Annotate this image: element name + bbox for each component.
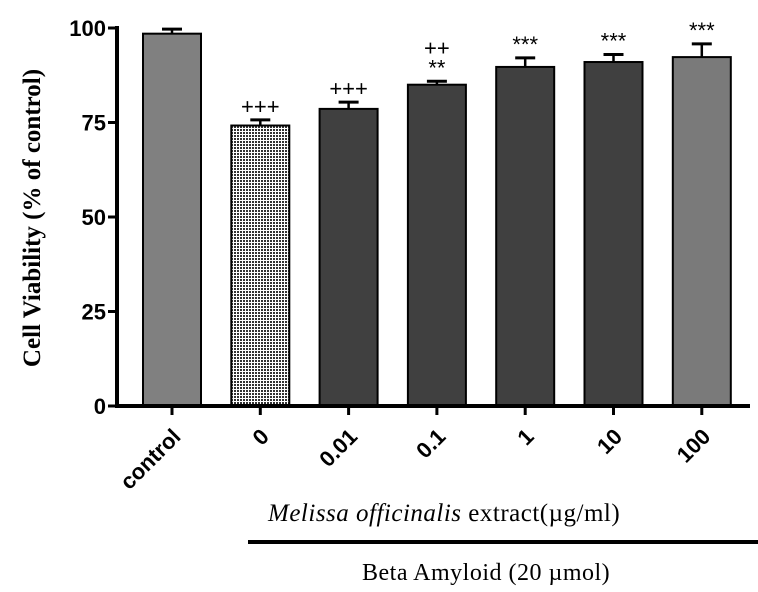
x-tick-label: 100 xyxy=(672,424,716,468)
significance-mark: +++ xyxy=(329,76,368,101)
bars: +++ +++ **++ *** *** *** xyxy=(142,18,732,408)
treatment-bracket-line xyxy=(248,540,758,544)
significance-mark: ** xyxy=(428,55,446,80)
extract-label: Melissa officinalis extract(µg/ml) xyxy=(268,500,620,528)
x-tick-label: 0 xyxy=(247,424,273,450)
x-tick-label: control xyxy=(115,424,185,494)
x-tick-label: 0.01 xyxy=(314,424,362,472)
bar-5 xyxy=(495,65,556,408)
bar-1 xyxy=(142,32,202,407)
x-axis: control 0 0.01 0.1 1 10 100 xyxy=(115,404,750,494)
significance-mark: +++ xyxy=(241,94,280,119)
y-tick-label: 100 xyxy=(69,16,106,41)
bar-7 xyxy=(671,56,732,408)
y-tick-label: 25 xyxy=(82,300,106,325)
y-tick-label: 0 xyxy=(94,394,106,419)
y-axis: 0 25 50 75 100 xyxy=(69,16,119,419)
significance-mark: *** xyxy=(512,32,538,57)
x-tick-label: 10 xyxy=(592,424,627,459)
y-tick-label: 75 xyxy=(82,111,106,136)
extract-unit: extract(µg/ml) xyxy=(461,500,621,527)
species-name: Melissa officinalis xyxy=(268,500,462,527)
bar-2 xyxy=(230,124,291,408)
bar-3 xyxy=(318,107,379,407)
bar-chart: Cell Viability (% of control) 0255075100… xyxy=(19,16,750,494)
y-tick-label: 50 xyxy=(82,205,106,230)
bar-4 xyxy=(406,83,467,407)
y-axis-label: Cell Viability (% of control) xyxy=(19,69,46,367)
significance-mark: *** xyxy=(689,18,715,43)
significance-mark: ++ xyxy=(424,35,450,60)
significance-mark: *** xyxy=(601,28,627,53)
x-tick-label: 0.1 xyxy=(411,424,450,463)
treatment-label: Beta Amyloid (20 µmol) xyxy=(362,560,611,586)
x-tick-label: 1 xyxy=(512,424,538,450)
bar-6 xyxy=(583,61,644,408)
